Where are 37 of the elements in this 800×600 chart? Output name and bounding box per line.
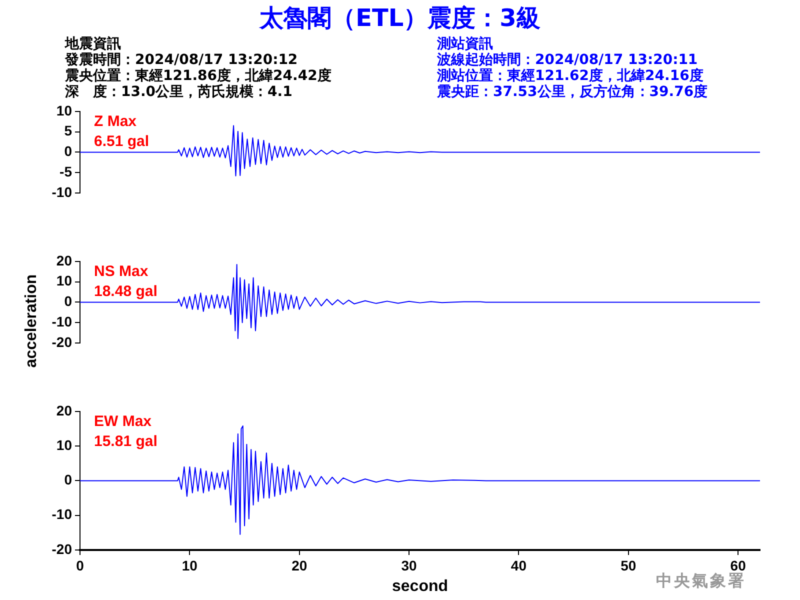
x-tick-label: 50 bbox=[620, 557, 636, 574]
y-tick-label: 10 bbox=[56, 272, 72, 289]
y-tick-label: 10 bbox=[56, 102, 72, 118]
text: 波線起始時間：2024/08/17 13:20:11 bbox=[437, 52, 698, 68]
x-tick-label: 0 bbox=[76, 557, 84, 574]
x-axis-title: second bbox=[392, 578, 448, 595]
y-tick-label: -10 bbox=[52, 506, 72, 522]
text: 震央位置：東經121.86度，北緯24.42度 bbox=[65, 68, 332, 84]
x-tick-label: 20 bbox=[292, 557, 308, 574]
y-tick-label: 10 bbox=[56, 436, 72, 453]
y-tick-label: 0 bbox=[64, 472, 72, 488]
y-tick-label: -20 bbox=[52, 334, 72, 350]
y-tick-label: 0 bbox=[64, 293, 72, 310]
text: 地震資訊 bbox=[65, 36, 121, 52]
x-tick-label: 10 bbox=[182, 557, 198, 574]
x-tick-label: 30 bbox=[401, 557, 418, 574]
y-tick-label: 5 bbox=[64, 122, 72, 139]
y-tick-label: 0 bbox=[64, 143, 72, 160]
annotation: NS Max 18.48 gal bbox=[94, 263, 158, 300]
x-tick-label: 60 bbox=[730, 557, 746, 574]
y-tick-label: -20 bbox=[52, 540, 72, 557]
y-tick-label: -10 bbox=[52, 313, 72, 330]
text: 測站資訊 bbox=[437, 36, 493, 52]
text: 發震時間：2024/08/17 13:20:12 bbox=[65, 52, 298, 68]
annotation: Z Max 6.51 gal bbox=[94, 113, 150, 150]
y-tick-label: -10 bbox=[52, 184, 72, 200]
x-tick-label: 40 bbox=[510, 557, 527, 574]
y-tick-label: 20 bbox=[56, 402, 72, 418]
text: 測站位置：東經121.62度，北緯24.16度 bbox=[437, 68, 704, 84]
text: 中央氣象署 bbox=[656, 571, 746, 592]
y-axis-title: acceleration bbox=[23, 273, 41, 370]
text: 深 度：13.0公里，芮氏規模：4.1 bbox=[65, 84, 292, 100]
y-tick-label: 20 bbox=[56, 252, 72, 268]
y-tick-label: -5 bbox=[60, 163, 72, 180]
chart-title: 太魯閣（ETL）震度：3級 bbox=[258, 3, 542, 34]
text: 震央距：37.53公里，反方位角：39.76度 bbox=[437, 84, 708, 100]
annotation: EW Max 15.81 gal bbox=[94, 413, 158, 450]
